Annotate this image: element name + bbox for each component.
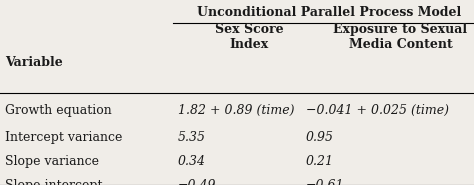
Text: Slope-intercept
   correlation: Slope-intercept correlation	[5, 179, 102, 185]
Text: 0.21: 0.21	[306, 155, 334, 168]
Text: Sex Score
Index: Sex Score Index	[215, 23, 283, 51]
Text: Variable: Variable	[5, 56, 63, 68]
Text: Unconditional Parallel Process Model: Unconditional Parallel Process Model	[197, 6, 462, 18]
Text: 0.95: 0.95	[306, 131, 334, 144]
Text: 0.34: 0.34	[178, 155, 206, 168]
Text: 5.35: 5.35	[178, 131, 206, 144]
Text: −0.041 + 0.025 (time): −0.041 + 0.025 (time)	[306, 104, 449, 117]
Text: 1.82 + 0.89 (time): 1.82 + 0.89 (time)	[178, 104, 294, 117]
Text: Intercept variance: Intercept variance	[5, 131, 122, 144]
Text: −0.61: −0.61	[306, 179, 344, 185]
Text: Growth equation: Growth equation	[5, 104, 111, 117]
Text: −0.49: −0.49	[178, 179, 216, 185]
Text: Exposure to Sexual
Media Content: Exposure to Sexual Media Content	[334, 23, 467, 51]
Text: Slope variance: Slope variance	[5, 155, 99, 168]
